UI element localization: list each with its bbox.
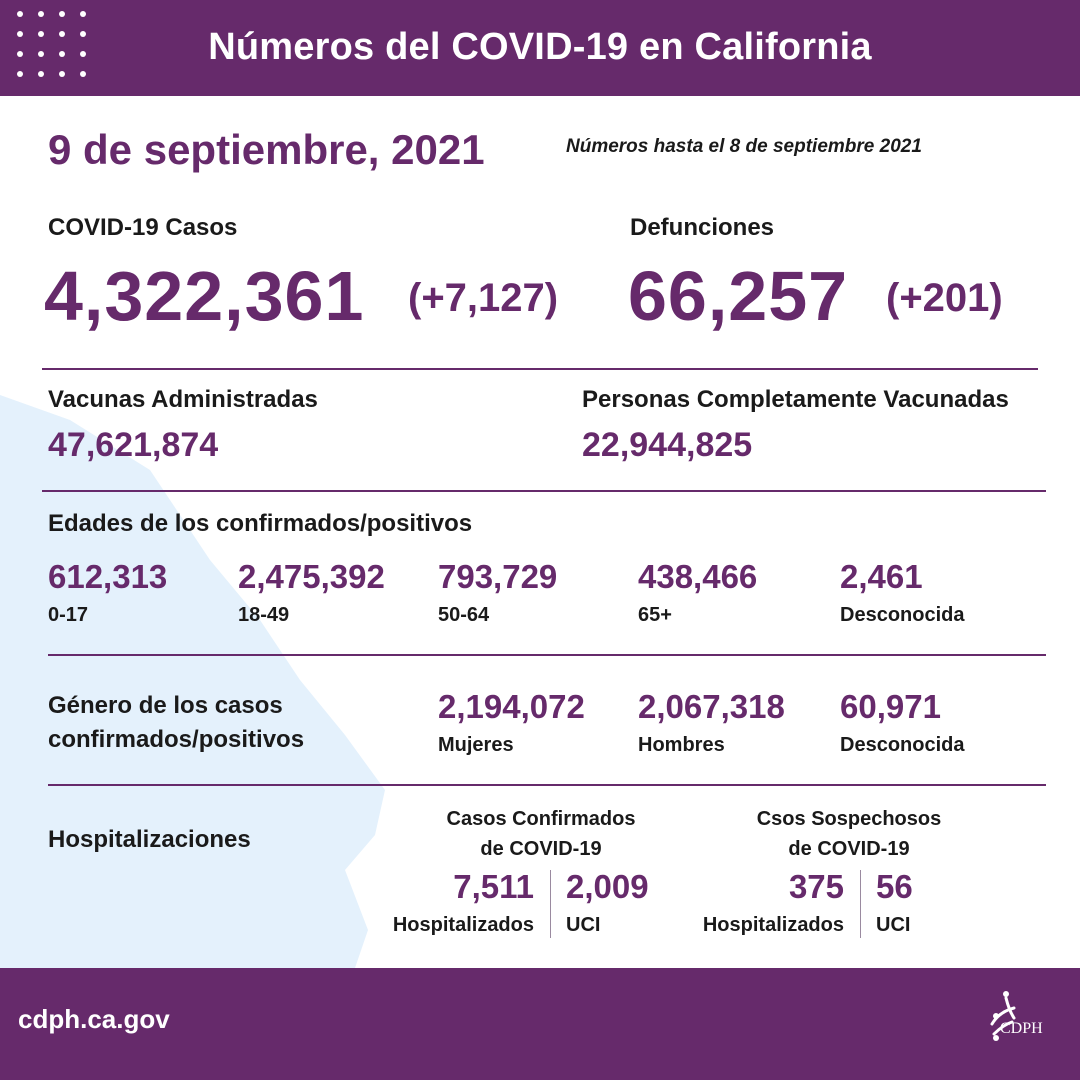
data-as-of-note: Números hasta el 8 de septiembre 2021 [566, 136, 922, 157]
age-value-65-plus: 438,466 [638, 558, 758, 595]
gender-label-women: Mujeres [438, 734, 514, 756]
dots-decoration-icon [17, 11, 86, 77]
age-label-50-64: 50-64 [438, 604, 490, 626]
hospital-divider [860, 870, 861, 938]
gender-label-men: Hombres [638, 734, 725, 756]
age-value-50-64: 793,729 [438, 558, 558, 595]
suspected-title-line2: de COVID-19 [788, 838, 910, 860]
divider [42, 490, 1046, 492]
page-title: Números del COVID-19 en California [208, 26, 872, 68]
age-label-18-49: 18-49 [238, 604, 290, 626]
gender-value-men: 2,067,318 [638, 688, 785, 725]
gender-value-women: 2,194,072 [438, 688, 585, 725]
gender-value-unknown: 60,971 [840, 688, 941, 725]
gender-label-unknown: Desconocida [840, 734, 965, 756]
divider [48, 654, 1046, 656]
divider [42, 368, 1038, 370]
deaths-delta: (+201) [886, 276, 1003, 320]
suspected-hospitalized-label: Hospitalizados [702, 914, 844, 936]
cases-label: COVID-19 Casos [48, 214, 238, 241]
gender-label-line2: confirmados/positivos [48, 726, 305, 753]
footer-bar: cdph.ca.gov CDPH [0, 968, 1080, 1080]
gender-label-line1: Género de los casos [48, 692, 283, 719]
deaths-label: Defunciones [630, 214, 775, 241]
header-bar: Números del COVID-19 en California [0, 0, 1080, 96]
main-content: 9 de septiembre, 2021 Números hasta el 8… [0, 96, 1080, 968]
cdph-logo: CDPH [984, 984, 1064, 1064]
age-label-unknown: Desconocida [840, 604, 965, 626]
age-value-18-49: 2,475,392 [238, 558, 385, 595]
confirmed-hospitalized-value: 7,511 [453, 868, 534, 905]
report-date: 9 de septiembre, 2021 [48, 126, 485, 173]
age-value-unknown: 2,461 [840, 558, 923, 595]
deaths-total: 66,257 [628, 257, 849, 335]
age-value-0-17: 612,313 [48, 558, 168, 595]
suspected-title-line1: Csos Sospechosos [756, 808, 942, 830]
website-link[interactable]: cdph.ca.gov [18, 1004, 170, 1034]
age-label-65-plus: 65+ [638, 604, 672, 626]
cases-delta: (+7,127) [408, 276, 559, 320]
suspected-icu-value: 56 [876, 868, 913, 905]
cdph-figures-icon [990, 991, 1016, 1041]
vaccines-total: 47,621,874 [48, 426, 219, 464]
suspected-icu-label: UCI [876, 914, 911, 936]
suspected-hospitalized-value: 375 [788, 868, 844, 905]
fully-vaccinated-label: Personas Completamente Vacunadas [582, 386, 1009, 413]
ages-label: Edades de los confirmados/positivos [48, 510, 473, 537]
hospital-divider [550, 870, 551, 938]
confirmed-icu-value: 2,009 [566, 868, 649, 905]
confirmed-title-line1: Casos Confirmados [446, 808, 636, 830]
confirmed-title-line2: de COVID-19 [480, 838, 602, 860]
confirmed-icu-label: UCI [566, 914, 601, 936]
cases-total: 4,322,361 [44, 257, 365, 335]
fully-vaccinated-total: 22,944,825 [582, 426, 753, 464]
vaccines-label: Vacunas Administradas [48, 386, 318, 413]
divider [48, 784, 1046, 786]
hospitalizations-label: Hospitalizaciones [48, 826, 251, 853]
cdph-logo-text: CDPH [1000, 1020, 1043, 1037]
age-label-0-17: 0-17 [48, 604, 89, 626]
confirmed-hospitalized-label: Hospitalizados [392, 914, 534, 936]
